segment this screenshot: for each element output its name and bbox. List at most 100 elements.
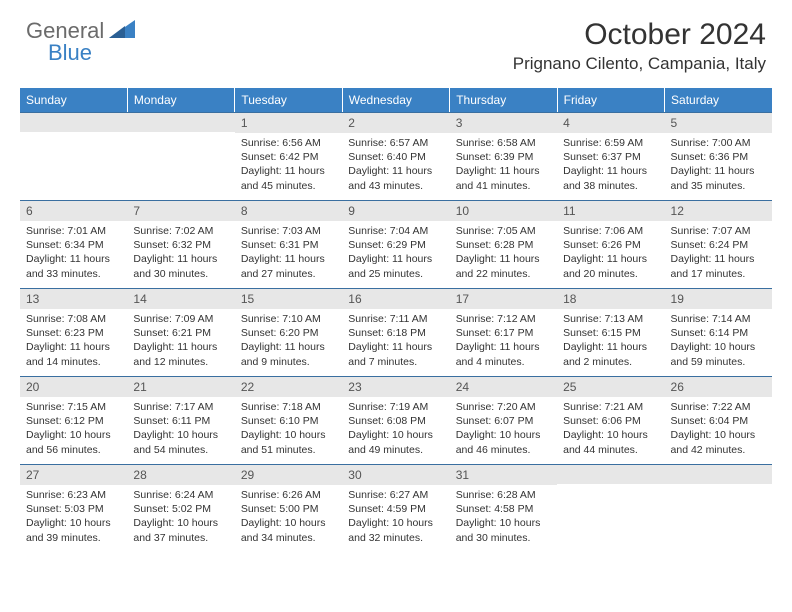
day-daylight: Daylight: 11 hours and 38 minutes. [563, 164, 658, 192]
calendar-day-cell: 23Sunrise: 7:19 AMSunset: 6:08 PMDayligh… [342, 376, 449, 464]
day-daylight: Daylight: 11 hours and 7 minutes. [348, 340, 443, 368]
day-daylight: Daylight: 10 hours and 49 minutes. [348, 428, 443, 456]
day-number-bar: 11 [557, 200, 664, 221]
day-content: Sunrise: 7:04 AMSunset: 6:29 PMDaylight:… [342, 221, 449, 283]
day-number-bar: 6 [20, 200, 127, 221]
day-content: Sunrise: 7:15 AMSunset: 6:12 PMDaylight:… [20, 397, 127, 459]
day-sunset: Sunset: 6:18 PM [348, 326, 443, 340]
calendar-day-cell: 25Sunrise: 7:21 AMSunset: 6:06 PMDayligh… [557, 376, 664, 464]
day-content: Sunrise: 7:21 AMSunset: 6:06 PMDaylight:… [557, 397, 664, 459]
day-number-bar: 3 [450, 112, 557, 133]
day-content: Sunrise: 6:58 AMSunset: 6:39 PMDaylight:… [450, 133, 557, 195]
day-number-bar: 23 [342, 376, 449, 397]
weekday-header: Sunday [20, 88, 127, 112]
calendar-day-cell: 27Sunrise: 6:23 AMSunset: 5:03 PMDayligh… [20, 464, 127, 552]
calendar-day-cell: 26Sunrise: 7:22 AMSunset: 6:04 PMDayligh… [665, 376, 772, 464]
day-sunrise: Sunrise: 6:23 AM [26, 488, 121, 502]
calendar-day-cell: 14Sunrise: 7:09 AMSunset: 6:21 PMDayligh… [127, 288, 234, 376]
day-sunrise: Sunrise: 7:00 AM [671, 136, 766, 150]
calendar-day-cell: 16 Sunrise: 7:11 AMSunset: 6:18 PMDayligh… [342, 288, 449, 376]
weekday-header: Friday [557, 88, 664, 112]
weekday-header: Monday [127, 88, 234, 112]
day-daylight: Daylight: 10 hours and 46 minutes. [456, 428, 551, 456]
day-daylight: Daylight: 11 hours and 41 minutes. [456, 164, 551, 192]
day-daylight: Daylight: 10 hours and 37 minutes. [133, 516, 228, 544]
empty-day-bar [665, 464, 772, 484]
day-daylight: Daylight: 11 hours and 45 minutes. [241, 164, 336, 192]
weekday-header: Wednesday [342, 88, 449, 112]
day-daylight: Daylight: 10 hours and 54 minutes. [133, 428, 228, 456]
day-sunrise: Sunrise: 6:26 AM [241, 488, 336, 502]
calendar-day-cell: 6Sunrise: 7:01 AMSunset: 6:34 PMDaylight… [20, 200, 127, 288]
month-title: October 2024 [513, 18, 766, 52]
weekday-header: Thursday [450, 88, 557, 112]
day-content: Sunrise: 7:17 AMSunset: 6:11 PMDaylight:… [127, 397, 234, 459]
calendar-day-cell: 18Sunrise: 7:13 AMSunset: 6:15 PMDayligh… [557, 288, 664, 376]
day-sunset: Sunset: 6:12 PM [26, 414, 121, 428]
day-number-bar: 31 [450, 464, 557, 485]
day-sunset: Sunset: 4:58 PM [456, 502, 551, 516]
day-sunrise: Sunrise: 7:06 AM [563, 224, 658, 238]
day-content: Sunrise: 7:10 AMSunset: 6:20 PMDaylight:… [235, 309, 342, 371]
calendar-day-cell [127, 112, 234, 200]
day-sunset: Sunset: 6:36 PM [671, 150, 766, 164]
weekday-header: Saturday [665, 88, 772, 112]
day-daylight: Daylight: 11 hours and 2 minutes. [563, 340, 658, 368]
day-content: Sunrise: 7:05 AMSunset: 6:28 PMDaylight:… [450, 221, 557, 283]
empty-day-bar [127, 112, 234, 132]
day-content: Sunrise: 7:06 AMSunset: 6:26 PMDaylight:… [557, 221, 664, 283]
page-header: General Blue October 2024 Prignano Cilen… [0, 0, 792, 82]
day-sunrise: Sunrise: 7:07 AM [671, 224, 766, 238]
day-daylight: Daylight: 11 hours and 35 minutes. [671, 164, 766, 192]
day-sunset: Sunset: 6:23 PM [26, 326, 121, 340]
day-content: Sunrise: 6:57 AMSunset: 6:40 PMDaylight:… [342, 133, 449, 195]
day-sunset: Sunset: 6:40 PM [348, 150, 443, 164]
day-number-bar: 7 [127, 200, 234, 221]
day-sunrise: Sunrise: 7:20 AM [456, 400, 551, 414]
day-sunset: Sunset: 6:34 PM [26, 238, 121, 252]
location-text: Prignano Cilento, Campania, Italy [513, 54, 766, 74]
calendar-day-cell: 1Sunrise: 6:56 AMSunset: 6:42 PMDaylight… [235, 112, 342, 200]
day-number-bar: 12 [665, 200, 772, 221]
day-content: Sunrise: 6:23 AMSunset: 5:03 PMDaylight:… [20, 485, 127, 547]
day-number-bar: 26 [665, 376, 772, 397]
day-daylight: Daylight: 10 hours and 51 minutes. [241, 428, 336, 456]
day-number-bar: 25 [557, 376, 664, 397]
day-sunrise: Sunrise: 7:19 AM [348, 400, 443, 414]
calendar-day-cell: 5Sunrise: 7:00 AMSunset: 6:36 PMDaylight… [665, 112, 772, 200]
day-content: Sunrise: 6:59 AMSunset: 6:37 PMDaylight:… [557, 133, 664, 195]
day-sunrise: Sunrise: 7:17 AM [133, 400, 228, 414]
day-number-bar: 5 [665, 112, 772, 133]
day-sunset: Sunset: 6:37 PM [563, 150, 658, 164]
day-content: Sunrise: 7:02 AMSunset: 6:32 PMDaylight:… [127, 221, 234, 283]
day-number-bar: 22 [235, 376, 342, 397]
day-daylight: Daylight: 11 hours and 17 minutes. [671, 252, 766, 280]
day-content: Sunrise: 7:22 AMSunset: 6:04 PMDaylight:… [665, 397, 772, 459]
day-sunrise: Sunrise: 6:58 AM [456, 136, 551, 150]
day-sunrise: Sunrise: 7:13 AM [563, 312, 658, 326]
day-number-bar: 2 [342, 112, 449, 133]
day-sunset: Sunset: 6:06 PM [563, 414, 658, 428]
weekday-header-row: Sunday Monday Tuesday Wednesday Thursday… [20, 88, 772, 112]
day-sunrise: Sunrise: 6:57 AM [348, 136, 443, 150]
calendar-day-cell: 7Sunrise: 7:02 AMSunset: 6:32 PMDaylight… [127, 200, 234, 288]
day-sunrise: Sunrise: 7:11 AM [348, 312, 443, 326]
day-daylight: Daylight: 11 hours and 9 minutes. [241, 340, 336, 368]
day-content: Sunrise: 7:00 AMSunset: 6:36 PMDaylight:… [665, 133, 772, 195]
title-block: October 2024 Prignano Cilento, Campania,… [513, 18, 766, 74]
calendar-day-cell: 20Sunrise: 7:15 AMSunset: 6:12 PMDayligh… [20, 376, 127, 464]
day-content: Sunrise: 7:08 AMSunset: 6:23 PMDaylight:… [20, 309, 127, 371]
day-sunset: Sunset: 6:14 PM [671, 326, 766, 340]
day-number-bar: 16 [342, 288, 449, 309]
day-number-bar: 28 [127, 464, 234, 485]
day-sunset: Sunset: 6:29 PM [348, 238, 443, 252]
day-daylight: Daylight: 11 hours and 43 minutes. [348, 164, 443, 192]
day-number-bar: 17 [450, 288, 557, 309]
day-number-bar: 18 [557, 288, 664, 309]
day-sunrise: Sunrise: 7:02 AM [133, 224, 228, 238]
empty-day-bar [557, 464, 664, 484]
day-sunrise: Sunrise: 7:05 AM [456, 224, 551, 238]
day-sunrise: Sunrise: 6:24 AM [133, 488, 228, 502]
day-daylight: Daylight: 11 hours and 22 minutes. [456, 252, 551, 280]
day-sunset: Sunset: 6:24 PM [671, 238, 766, 252]
